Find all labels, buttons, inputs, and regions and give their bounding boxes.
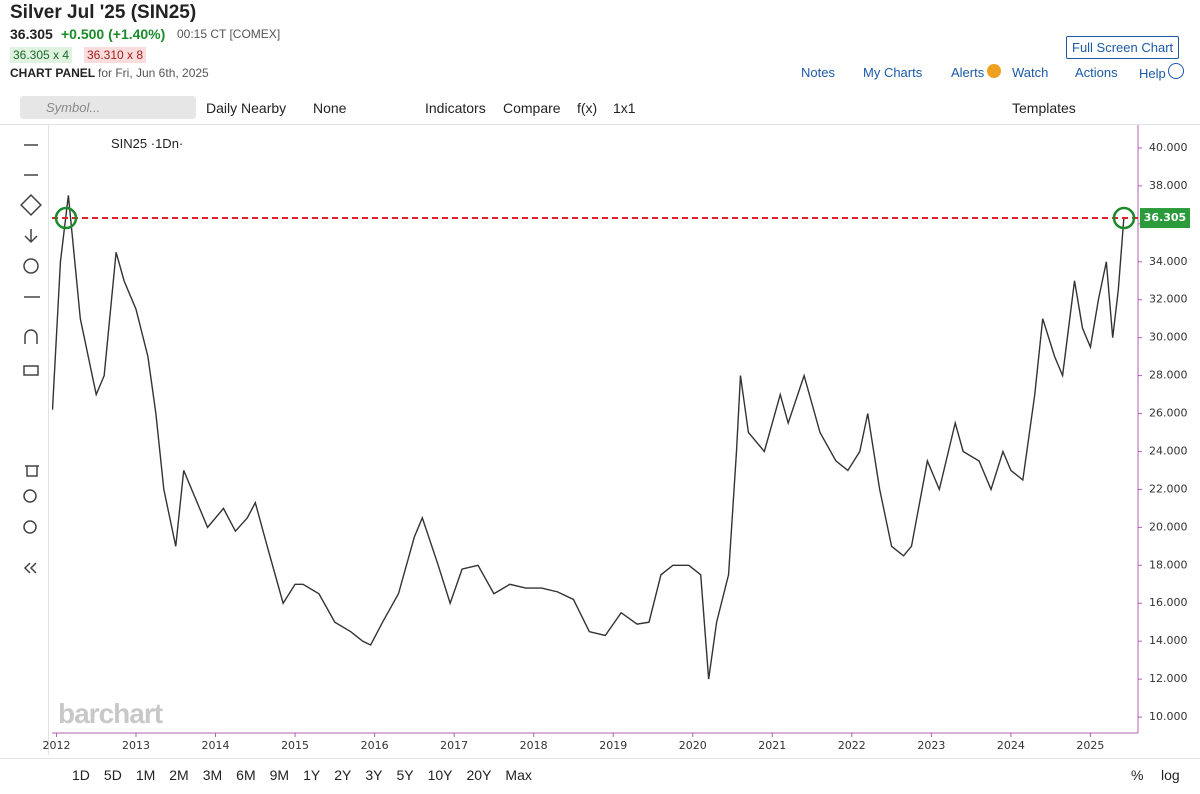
line-handle: [1112, 206, 1136, 230]
toolbar: [0, 90, 1200, 125]
x-tick-label: 2021: [758, 739, 786, 752]
drawing-tools: [0, 125, 49, 755]
x-tick-label: 2014: [202, 739, 230, 752]
help-icon: [1168, 63, 1184, 79]
x-tick-label: 2023: [917, 739, 945, 752]
symbol-search[interactable]: [20, 96, 196, 119]
notes-link[interactable]: Notes: [801, 65, 835, 80]
tool-icon[interactable]: [25, 465, 39, 477]
watermark: barchart: [58, 698, 163, 729]
period-button[interactable]: Max: [505, 767, 532, 783]
toolbar-item[interactable]: 1x1: [613, 100, 636, 116]
alerts-link[interactable]: Alerts: [951, 65, 985, 80]
x-tick-label: 2018: [520, 739, 548, 752]
y-tick-label: 26.000: [1149, 407, 1188, 420]
period-button[interactable]: 1D: [72, 767, 90, 783]
watch-link[interactable]: Watch: [1012, 65, 1049, 80]
x-tick-label: 2022: [838, 739, 866, 752]
y-tick-label: 38.000: [1149, 179, 1188, 192]
y-tick-label: 32.000: [1149, 293, 1188, 306]
y-tick-label: 22.000: [1149, 482, 1188, 495]
toolbar-item[interactable]: Compare: [503, 100, 561, 116]
x-tick-label: 2019: [599, 739, 627, 752]
x-tick-label: 2017: [440, 739, 468, 752]
y-tick-label: 40.000: [1149, 141, 1188, 154]
y-tick-label: 18.000: [1149, 558, 1188, 571]
line-handle: [54, 206, 78, 230]
tool-icon[interactable]: [24, 229, 38, 244]
title: Silver Jul '25 (SIN25): [10, 2, 197, 23]
tool-icon[interactable]: [24, 329, 38, 344]
x-tick-label: 2024: [997, 739, 1025, 752]
tool-icon[interactable]: [23, 258, 39, 274]
panel-date: for Fri, Jun 6th, 2025: [98, 66, 209, 80]
series-legend: SIN25 ·1Dn·: [111, 136, 184, 151]
y-tick-label: 30.000: [1149, 331, 1188, 344]
period-button[interactable]: 2M: [169, 767, 189, 783]
period-bar: [0, 758, 1200, 794]
templates-button[interactable]: Templates: [1012, 100, 1076, 116]
actions-link[interactable]: Actions: [1075, 65, 1118, 80]
price-change: +0.500 (+1.40%): [61, 26, 166, 42]
y-tick-label: 10.000: [1149, 710, 1188, 723]
quote-time: 00:15 CT [COMEX]: [177, 27, 281, 41]
my-charts-link[interactable]: My Charts: [863, 65, 923, 80]
help-link[interactable]: Help: [1139, 66, 1166, 81]
period-button[interactable]: 6M: [236, 767, 256, 783]
x-tick-label: 2015: [281, 739, 309, 752]
log-toggle[interactable]: log: [1161, 767, 1180, 783]
ask: 36.310 x 8: [84, 47, 147, 63]
period-button[interactable]: 1M: [135, 767, 156, 783]
toolbar-item[interactable]: Indicators: [425, 100, 486, 116]
tool-icon[interactable]: [23, 489, 37, 503]
price-line: [52, 195, 1125, 680]
period-button[interactable]: 3Y: [365, 767, 383, 783]
y-tick-label: 20.000: [1149, 520, 1188, 533]
period-button[interactable]: 3M: [202, 767, 223, 783]
y-tick-label: 28.000: [1149, 369, 1188, 382]
symbol-placeholder: Symbol...: [46, 100, 101, 115]
alert-icon: [987, 64, 1001, 78]
bid: 36.305 x 4: [10, 47, 73, 63]
full-screen-button[interactable]: Full Screen Chart: [1066, 36, 1180, 59]
x-tick-label: 2020: [679, 739, 707, 752]
x-tick-label: 2012: [42, 739, 70, 752]
tool-icon[interactable]: [23, 520, 37, 534]
tool-icon[interactable]: [20, 194, 42, 216]
period-button[interactable]: 9M: [269, 767, 290, 783]
period-button[interactable]: 5D: [103, 767, 122, 783]
y-tick-label: 34.000: [1149, 255, 1188, 268]
y-tick-label: 14.000: [1149, 634, 1188, 647]
percent-toggle[interactable]: %: [1131, 767, 1144, 783]
x-tick-label: 2013: [122, 739, 150, 752]
last-price-label: 36.305: [1144, 211, 1186, 224]
periods: 1D 5D 1M 2M 3M 6M 9M 1Y 2Y 3Y 5Y 10Y 20Y Max: [72, 767, 546, 783]
period-button[interactable]: 5Y: [396, 767, 414, 783]
period-button[interactable]: 10Y: [427, 767, 453, 783]
toolbar-item[interactable]: Daily Nearby: [206, 100, 287, 116]
period-button[interactable]: 20Y: [466, 767, 492, 783]
tool-icon[interactable]: [23, 365, 39, 376]
y-tick-label: 24.000: [1149, 444, 1188, 457]
panel-label: CHART PANEL: [10, 66, 96, 80]
toolbar-item[interactable]: f(x): [577, 100, 598, 116]
y-tick-label: 16.000: [1149, 596, 1188, 609]
y-tick-label: 12.000: [1149, 672, 1188, 685]
period-button[interactable]: 2Y: [334, 767, 352, 783]
x-tick-label: 2025: [1076, 739, 1104, 752]
period-button[interactable]: 1Y: [303, 767, 321, 783]
tool-icon[interactable]: [23, 562, 37, 574]
last-price-box: [1140, 208, 1190, 229]
last-price: 36.305: [10, 26, 53, 42]
x-tick-label: 2016: [361, 739, 389, 752]
toolbar-item[interactable]: None: [313, 100, 347, 116]
